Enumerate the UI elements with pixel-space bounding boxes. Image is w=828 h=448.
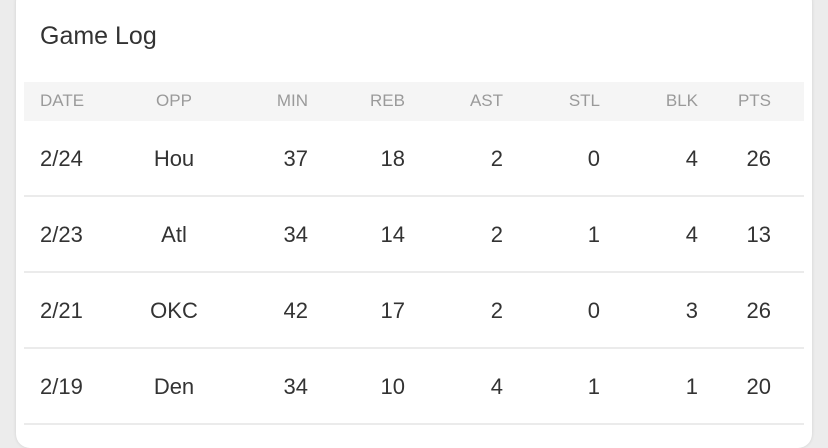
- table-row[interactable]: 2/23 Atl 34 14 2 1 4 13: [24, 197, 804, 273]
- cell-pts: 13: [746, 222, 771, 247]
- cell-stl: 1: [587, 374, 600, 399]
- table-header: DATE OPP MIN REB AST STL BLK PTS: [24, 82, 804, 121]
- cell-reb: 14: [380, 222, 405, 247]
- cell-date: 2/21: [40, 298, 83, 323]
- column-header-date: DATE: [40, 91, 85, 110]
- table-row[interactable]: 2/19 Den 34 10 4 1 1 20: [24, 349, 804, 425]
- column-header-min: MIN: [276, 91, 308, 110]
- cell-stl: 0: [587, 298, 600, 323]
- cell-ast: 2: [490, 222, 503, 247]
- column-header-blk: BLK: [665, 91, 698, 110]
- cell-blk: 1: [685, 374, 698, 399]
- cell-opp: OKC: [150, 298, 198, 323]
- cell-ast: 2: [490, 146, 503, 171]
- cell-reb: 17: [380, 298, 405, 323]
- cell-date: 2/23: [40, 222, 83, 247]
- cell-blk: 4: [685, 222, 698, 247]
- card-title: Game Log: [40, 22, 157, 50]
- cell-pts: 26: [746, 298, 771, 323]
- cell-stl: 0: [587, 146, 600, 171]
- cell-date: 2/19: [40, 374, 83, 399]
- cell-min: 42: [283, 298, 308, 323]
- cell-min: 37: [283, 146, 308, 171]
- column-header-opp: OPP: [156, 91, 192, 110]
- cell-pts: 20: [746, 374, 771, 399]
- cell-reb: 10: [380, 374, 405, 399]
- cell-min: 34: [283, 222, 308, 247]
- cell-ast: 4: [490, 374, 503, 399]
- cell-opp: Atl: [161, 222, 187, 247]
- column-header-reb: REB: [370, 91, 405, 110]
- cell-reb: 18: [380, 146, 405, 171]
- cell-pts: 26: [746, 146, 771, 171]
- column-header-pts: PTS: [737, 91, 771, 110]
- cell-min: 34: [283, 374, 308, 399]
- cell-blk: 4: [685, 146, 698, 171]
- game-log-card: [16, 0, 812, 448]
- cell-stl: 1: [587, 222, 600, 247]
- cell-ast: 2: [490, 298, 503, 323]
- cell-opp: Hou: [153, 146, 195, 171]
- cell-opp: Den: [153, 374, 195, 399]
- column-header-ast: AST: [469, 91, 503, 110]
- table-row[interactable]: 2/24 Hou 37 18 2 0 4 26: [24, 121, 804, 197]
- table-row[interactable]: 2/21 OKC 42 17 2 0 3 26: [24, 273, 804, 349]
- cell-blk: 3: [685, 298, 698, 323]
- cell-date: 2/24: [40, 146, 83, 171]
- column-header-stl: STL: [568, 91, 600, 110]
